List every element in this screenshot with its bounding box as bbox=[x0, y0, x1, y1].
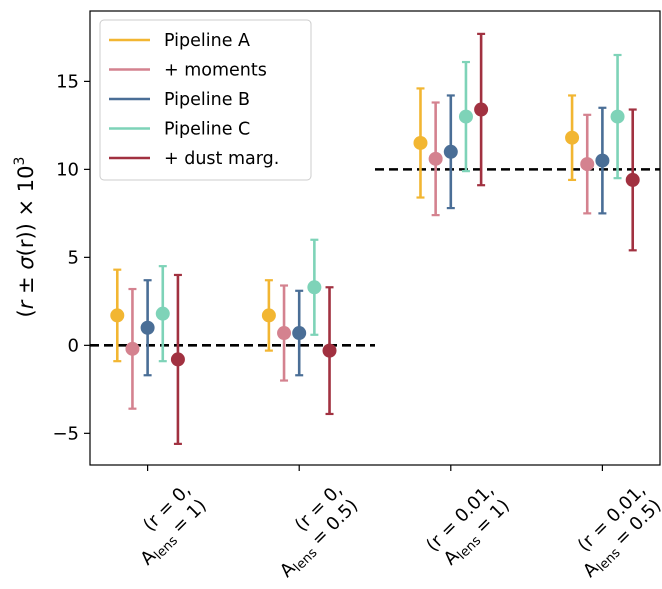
reference-lines bbox=[90, 168, 660, 347]
x-tick-label: (r = 0,Alens = 1) bbox=[136, 480, 210, 570]
axes-frame bbox=[89, 10, 661, 466]
y-tick-label: 15 bbox=[56, 71, 79, 92]
series-4 bbox=[170, 32, 640, 445]
series-1 bbox=[125, 101, 595, 410]
y-axis-ticks: −5 0 5 10 15 bbox=[52, 71, 90, 444]
data-point bbox=[580, 157, 595, 172]
data-series bbox=[110, 32, 640, 445]
y-tick-label: −5 bbox=[52, 423, 79, 444]
data-point bbox=[595, 153, 610, 168]
series-0 bbox=[110, 87, 580, 363]
data-point bbox=[413, 135, 428, 150]
x-tick-label: (r = 0.01,Alens = 0.5) bbox=[574, 480, 662, 582]
data-point bbox=[625, 172, 640, 187]
data-point bbox=[322, 343, 337, 358]
y-tick-label: 10 bbox=[56, 159, 79, 180]
legend-entry: Pipeline C bbox=[109, 120, 250, 140]
legend-label: Pipeline C bbox=[164, 120, 250, 140]
data-point bbox=[443, 144, 458, 159]
data-point bbox=[474, 102, 489, 117]
y-tick-label: 0 bbox=[68, 335, 79, 356]
data-point bbox=[292, 326, 307, 341]
y-tick-label: 5 bbox=[68, 247, 79, 268]
x-tick-label: (r = 0,Alens = 0.5) bbox=[276, 480, 362, 582]
series-3 bbox=[155, 53, 625, 363]
x-tick-label: (r = 0.01,Alens = 1) bbox=[422, 480, 514, 570]
legend-label: + dust marg. bbox=[164, 149, 279, 169]
legend: Pipeline A + moments Pipeline B Pipeline C +… bbox=[99, 19, 312, 181]
data-point bbox=[110, 308, 125, 323]
data-point bbox=[428, 151, 443, 166]
data-point bbox=[458, 109, 473, 124]
legend-entry: Pipeline A bbox=[109, 31, 250, 51]
data-point bbox=[610, 109, 625, 124]
y-axis-label: (r ± σ(r)) × 103 bbox=[12, 157, 38, 318]
data-point bbox=[565, 130, 580, 145]
legend-entry: Pipeline B bbox=[109, 90, 250, 110]
series-2 bbox=[140, 94, 610, 377]
legend-entry: + dust marg. bbox=[109, 149, 279, 169]
legend-entry: + moments bbox=[109, 61, 267, 81]
legend-label: + moments bbox=[164, 61, 267, 81]
data-point bbox=[261, 308, 276, 323]
legend-label: Pipeline A bbox=[164, 31, 250, 51]
x-axis-ticks: (r = 0,Alens = 1) (r = 0,Alens = 0.5) (r =… bbox=[136, 465, 662, 582]
legend-box bbox=[99, 19, 312, 181]
data-point bbox=[125, 341, 140, 356]
legend-label: Pipeline B bbox=[164, 90, 250, 110]
data-point bbox=[155, 306, 170, 321]
data-point bbox=[170, 352, 185, 367]
data-point bbox=[307, 280, 322, 295]
data-point bbox=[277, 326, 292, 341]
data-point bbox=[140, 320, 155, 335]
